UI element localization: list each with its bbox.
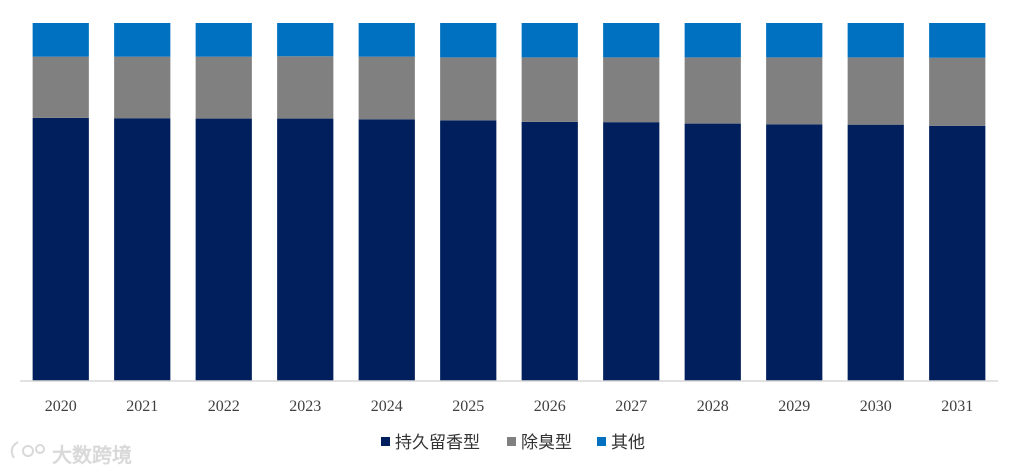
bar-2026-series-3 (521, 23, 578, 58)
watermark: 大数跨境 (10, 441, 132, 467)
bar-2022-series-2 (195, 56, 252, 119)
bar-2024-series-2 (358, 56, 415, 120)
x-tick-label: 2031 (941, 398, 973, 415)
bar-2028-series-3 (684, 23, 741, 58)
bar-2029-series-1 (766, 124, 823, 381)
bars-group (32, 23, 986, 382)
legend-label-1: 持久留香型 (395, 433, 480, 453)
legend-swatch-3 (597, 437, 606, 446)
bar-2031-series-2 (929, 57, 986, 126)
x-tick-label: 2029 (778, 398, 810, 415)
bar-2021-series-3 (114, 23, 171, 57)
bar-2030-series-1 (847, 124, 904, 382)
bar-2025-series-1 (440, 120, 497, 381)
bar-2020-series-3 (32, 23, 89, 57)
watermark-text: 大数跨境 (52, 443, 132, 467)
bar-2020-series-1 (32, 117, 89, 382)
bar-2026-series-1 (521, 121, 578, 381)
bar-2023-series-2 (277, 56, 334, 119)
legend-label-3: 其他 (611, 433, 645, 453)
legend-label-2: 除臭型 (521, 433, 572, 453)
legend: 持久留香型 除臭型 其他 (381, 433, 645, 453)
x-tick-label: 2027 (615, 398, 647, 415)
bar-2028-series-2 (684, 57, 741, 124)
bar-2031-series-1 (929, 125, 986, 381)
x-tick-label: 2026 (534, 398, 566, 415)
bar-2027-series-1 (603, 122, 660, 382)
bar-2021-series-1 (114, 118, 171, 381)
x-tick-label: 2025 (452, 398, 484, 415)
x-tick-label: 2024 (371, 398, 403, 415)
legend-swatch-1 (381, 437, 390, 446)
bar-2031-series-3 (929, 23, 986, 58)
bar-2020-series-2 (32, 56, 89, 118)
bar-2029-series-3 (766, 23, 823, 58)
bar-2024-series-1 (358, 119, 415, 382)
watermark-logo-icon (10, 441, 45, 459)
x-tick-label: 2021 (126, 398, 158, 415)
x-tick-label: 2022 (208, 398, 240, 415)
bar-2025-series-3 (440, 23, 497, 58)
bar-2030-series-3 (847, 23, 904, 58)
x-tick-label: 2023 (289, 398, 321, 415)
x-tick-labels: 2020 2021 2022 2023 2024 2025 2026 2027 2028 2029… (45, 398, 974, 415)
bar-2027-series-3 (603, 23, 660, 58)
bar-2024-series-3 (358, 23, 415, 57)
x-tick-label: 2028 (697, 398, 729, 415)
bar-2026-series-2 (521, 57, 578, 122)
bar-2023-series-3 (277, 23, 334, 57)
bar-2030-series-2 (847, 57, 904, 125)
bar-2025-series-2 (440, 57, 497, 121)
x-tick-label: 2020 (45, 398, 77, 415)
bar-2029-series-2 (766, 57, 823, 125)
legend-swatch-2 (507, 437, 516, 446)
bar-2022-series-3 (195, 23, 252, 57)
x-tick-label: 2030 (860, 398, 892, 415)
bar-2021-series-2 (114, 56, 171, 119)
bar-2022-series-1 (195, 118, 252, 381)
bar-2028-series-1 (684, 123, 741, 381)
bar-2023-series-1 (277, 118, 334, 381)
bar-2027-series-2 (603, 57, 660, 123)
